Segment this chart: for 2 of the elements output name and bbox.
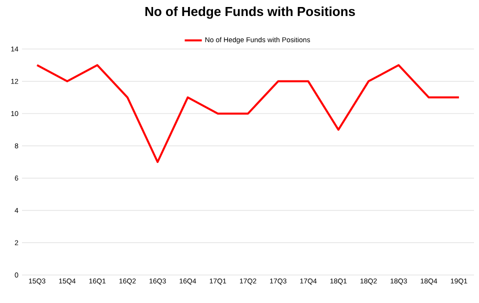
line-series <box>36 64 460 163</box>
chart-title: No of Hedge Funds with Positions <box>145 6 355 19</box>
